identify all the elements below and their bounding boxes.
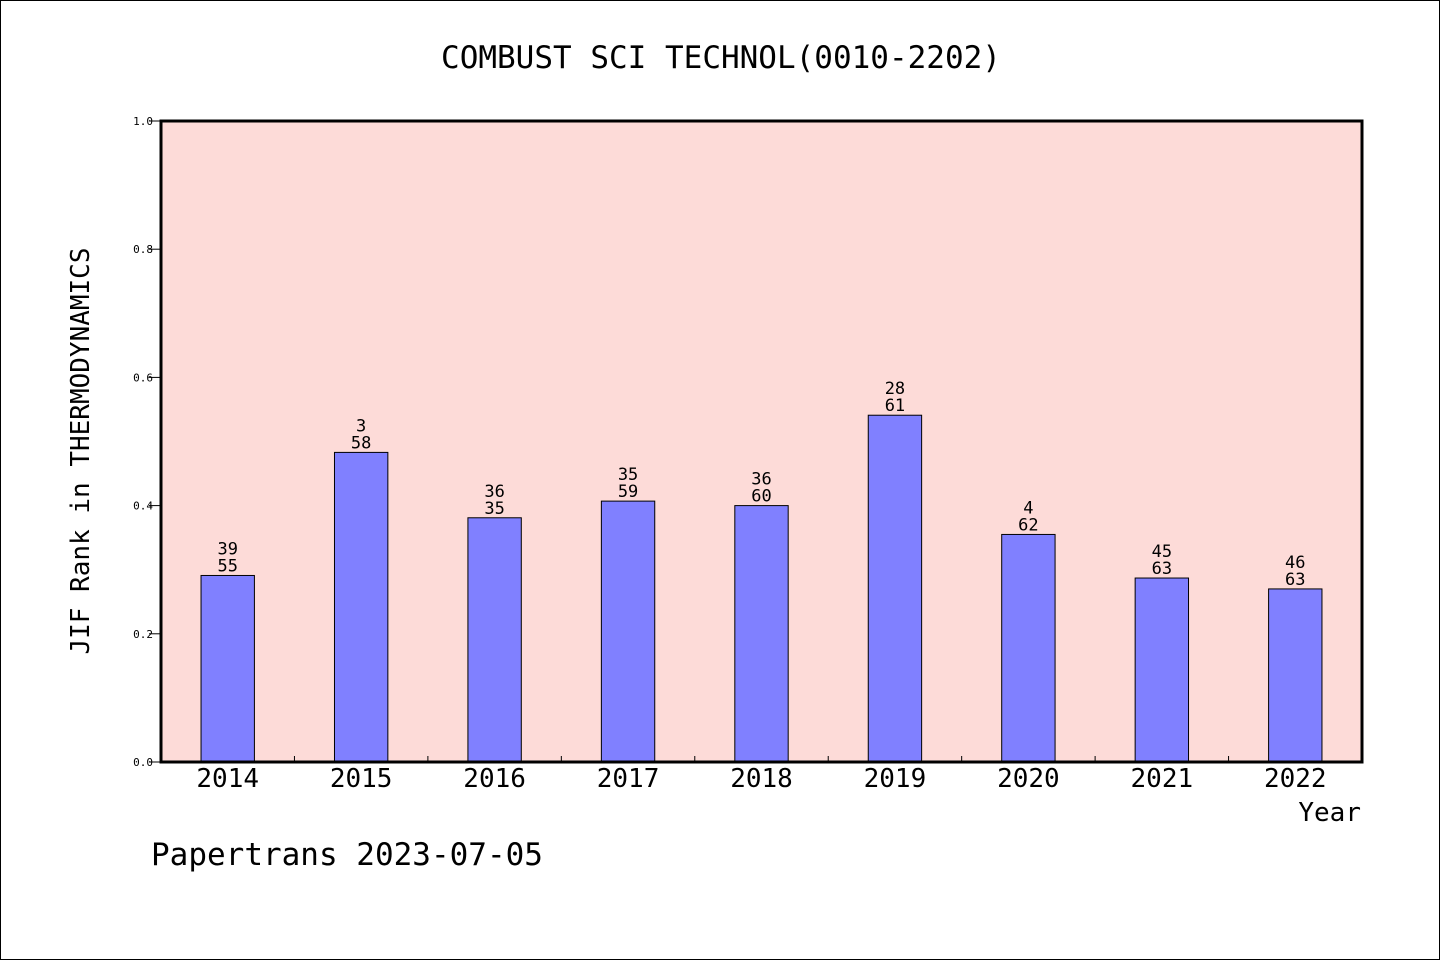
plot-border — [159, 119, 1364, 764]
bar-label-total: 59 — [618, 482, 638, 502]
bar-2019 — [867, 414, 923, 763]
y-tick-label: 1.0 — [133, 115, 153, 128]
y-tick-label: 0.4 — [133, 500, 153, 513]
x-tick-label: 2019 — [864, 764, 927, 794]
bar-2015 — [333, 451, 389, 763]
chart-title: COMBUST SCI TECHNOL(0010-2202) — [441, 40, 1001, 76]
bar-2018 — [734, 505, 789, 763]
bar-label-total: 58 — [351, 433, 371, 453]
x-tick-label: 2014 — [196, 764, 259, 794]
bar-2014 — [200, 574, 255, 763]
y-axis-label: JIF Rank in THERMODYNAMICS — [66, 248, 96, 655]
bar-label-rank: 3 — [356, 416, 366, 436]
x-tick-label: 2021 — [1131, 764, 1194, 794]
x-tick-label: 2018 — [730, 764, 793, 794]
bar-label-total: 63 — [1285, 570, 1305, 590]
bar-label-total: 60 — [751, 487, 771, 507]
bar-label-rank: 4 — [1023, 498, 1033, 518]
footer-text: Papertrans 2023-07-05 — [151, 837, 543, 873]
y-axis: 0.0 0.2 0.4 0.6 0.8 1.0 — [133, 115, 161, 769]
bar-2016 — [467, 517, 522, 763]
bar-2020 — [1001, 533, 1056, 763]
bar-2021 — [1134, 577, 1190, 763]
bar-label-total: 61 — [885, 396, 905, 416]
bar-2017 — [600, 500, 656, 763]
x-axis: 2014 2015 2016 2017 2018 2019 2020 2021 2022 — [196, 756, 1327, 794]
x-tick-label: 2022 — [1264, 764, 1327, 794]
bar-2022 — [1268, 588, 1323, 763]
x-tick-label: 2016 — [463, 764, 526, 794]
x-axis-label: Year — [1298, 798, 1361, 828]
bar-label-rank: 36 — [751, 470, 771, 490]
bar-label-rank: 39 — [217, 539, 237, 559]
y-tick-label: 0.6 — [133, 371, 153, 384]
bar-label-total: 55 — [217, 556, 237, 576]
x-tick-label: 2015 — [330, 764, 393, 794]
y-tick-label: 0.2 — [133, 628, 153, 641]
bar-label-rank: 28 — [885, 379, 905, 399]
y-tick-label: 0.8 — [133, 243, 153, 256]
x-tick-label: 2020 — [997, 764, 1060, 794]
bar-label-total: 35 — [484, 499, 504, 519]
bar-label-rank: 36 — [484, 482, 504, 502]
bar-label-total: 62 — [1018, 515, 1038, 535]
x-tick-label: 2017 — [597, 764, 660, 794]
y-tick-label: 0.0 — [133, 756, 153, 769]
bar-label-rank: 35 — [618, 465, 638, 485]
bar-label-total: 63 — [1152, 559, 1172, 579]
bar-label-rank: 45 — [1152, 542, 1172, 562]
bar-label-rank: 46 — [1285, 553, 1305, 573]
